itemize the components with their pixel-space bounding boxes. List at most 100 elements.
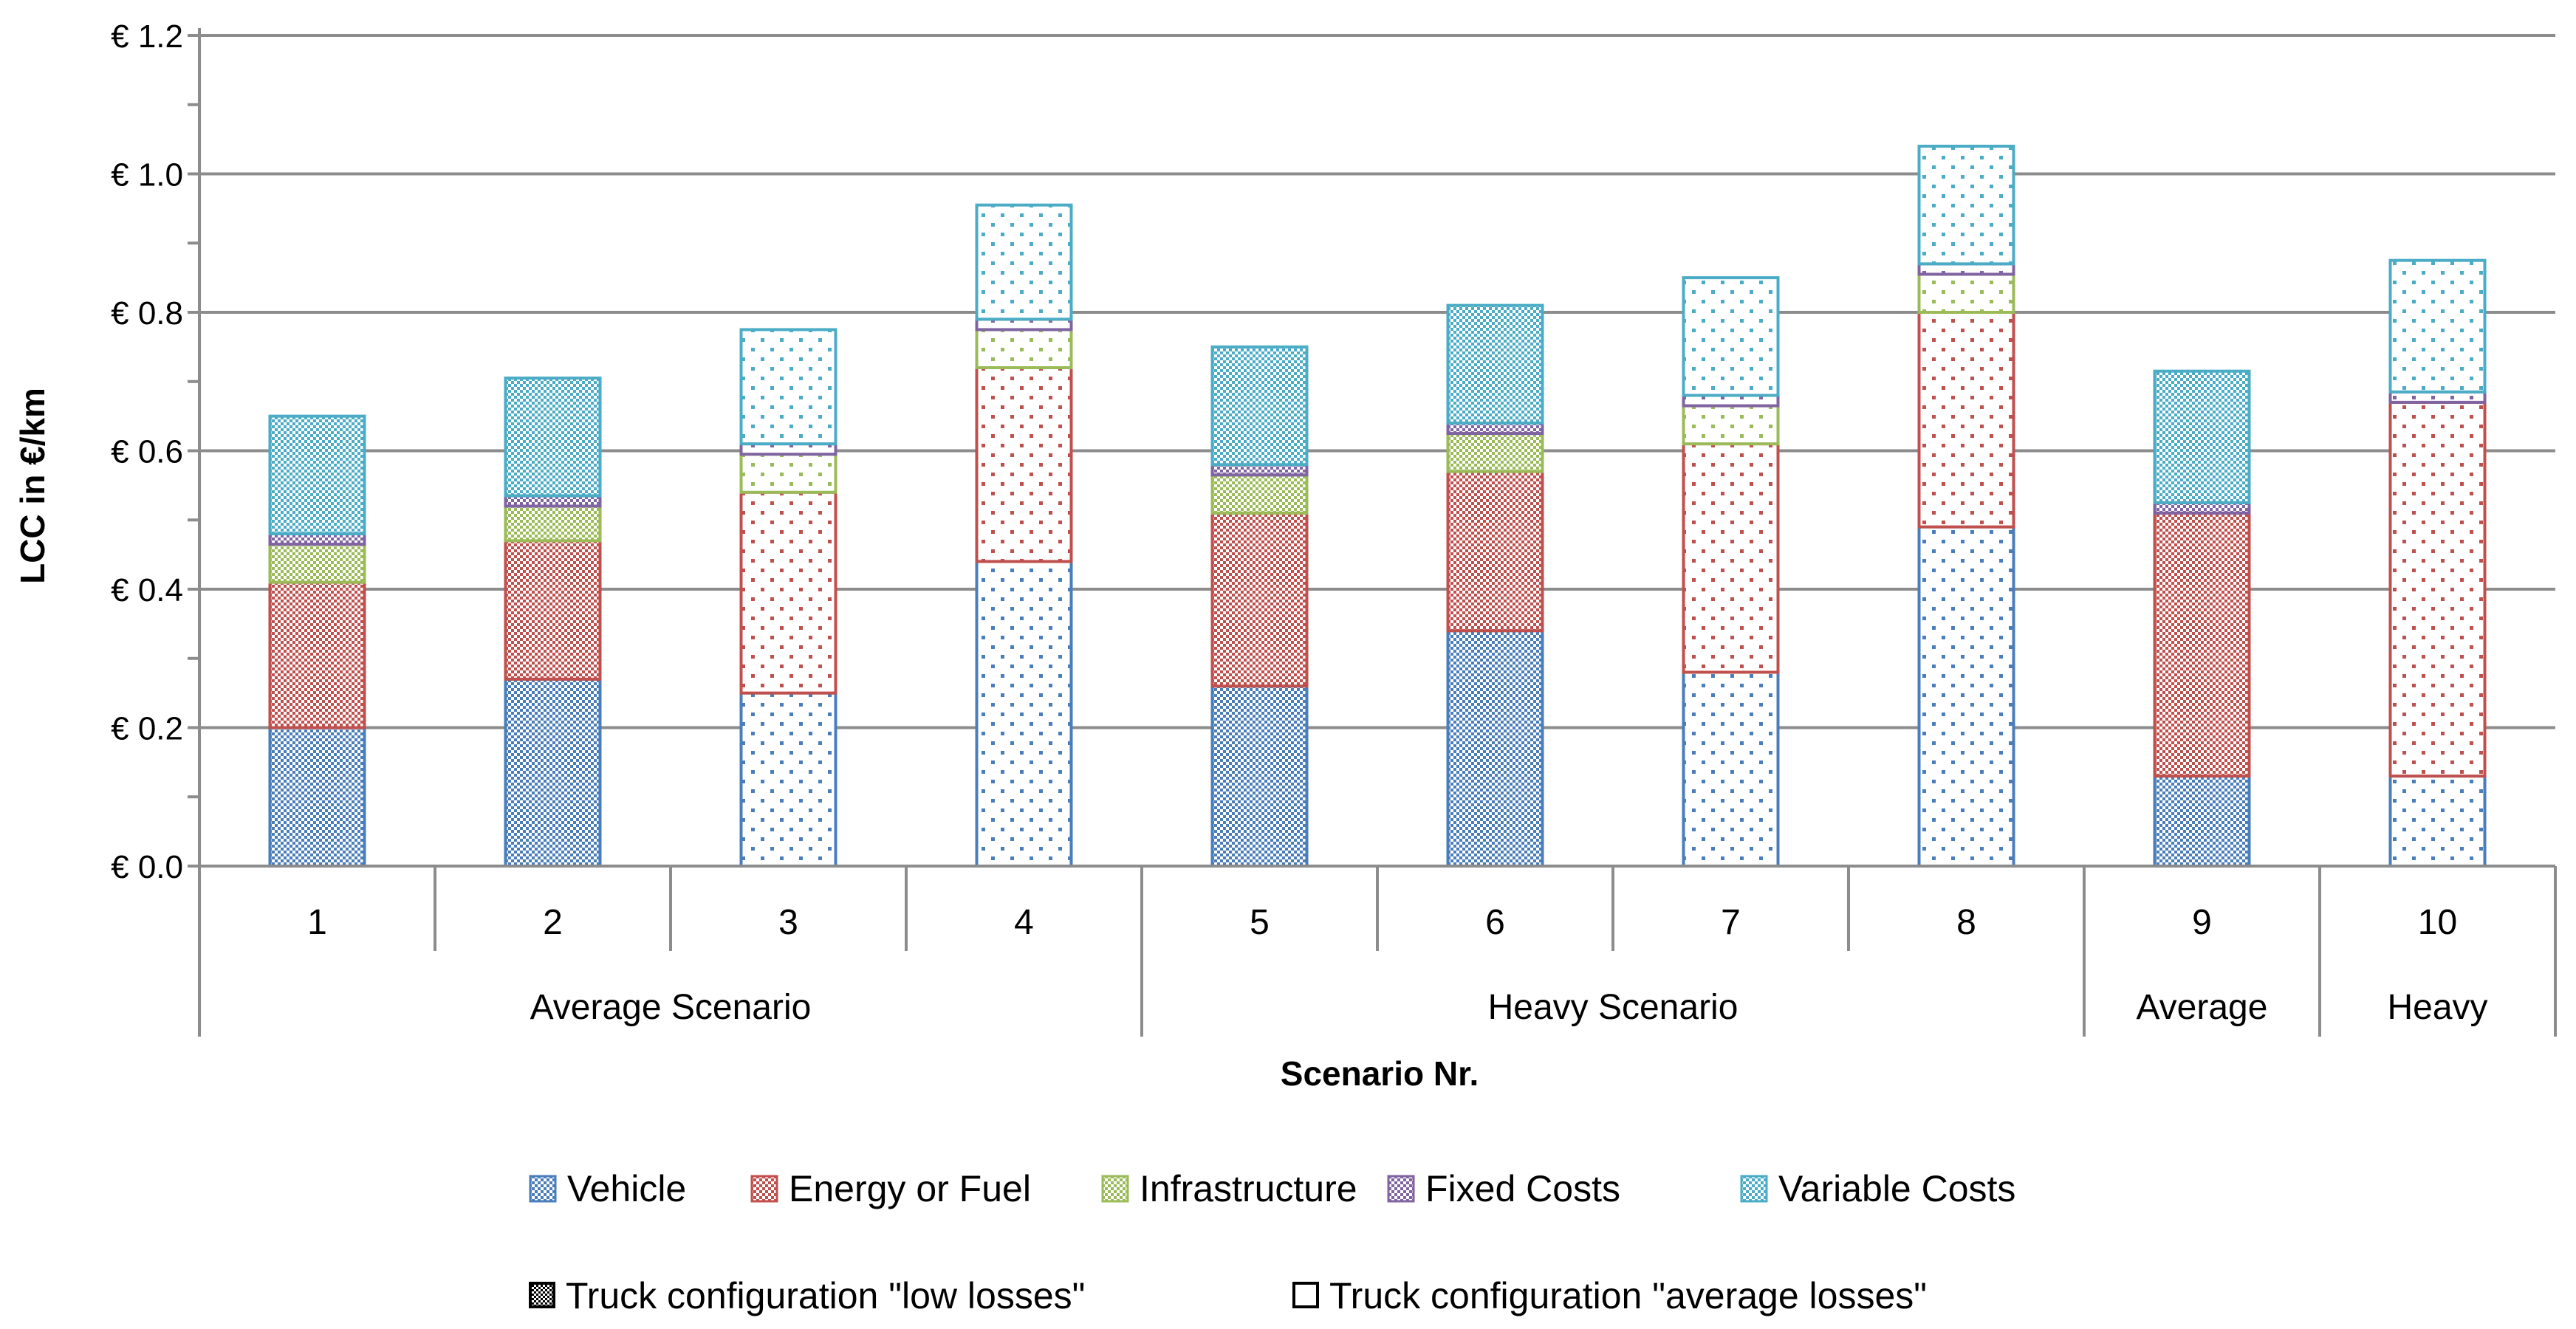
bar-segment-vehicle-8 [1917,525,2015,868]
bar-stack-8 [1917,145,2015,868]
legend-swatch [529,1175,557,1203]
bar-segment-energy-or-fuel-4 [975,366,1073,563]
bar-segment-infrastructure-8 [1917,272,2015,314]
bar-segment-vehicle-5 [1210,684,1309,868]
x-tick-label: 10 [2418,903,2457,942]
bar-segment-energy-or-fuel-10 [2388,400,2487,778]
bar-segment-energy-or-fuel-5 [1210,511,1309,688]
bar-segment-variable-costs-10 [2388,258,2487,394]
legend-swatch [750,1175,778,1203]
y-tick-label: € 0.2 [111,711,183,747]
bar-segment-energy-or-fuel-6 [1446,470,1544,633]
bar-segment-variable-costs-1 [268,414,366,535]
bar-segment-vehicle-1 [268,726,366,868]
bar-segment-energy-or-fuel-7 [1682,442,1780,674]
legend-label: Truck configuration "average losses" [1329,1275,1927,1316]
bar-segment-infrastructure-6 [1446,432,1544,473]
legend-label: Energy or Fuel [789,1168,1031,1209]
x-tick-label: 3 [778,903,798,942]
bar-segment-variable-costs-7 [1682,276,1780,397]
y-tick-label: € 1.2 [111,18,183,55]
bar-segment-vehicle-9 [2153,775,2251,868]
bar-stack-10 [2388,258,2487,868]
x-tick-label: 4 [1014,903,1034,942]
legend-swatch [1292,1282,1319,1308]
x-group-label: Heavy [2387,988,2487,1027]
bar-segment-energy-or-fuel-8 [1917,311,2015,529]
bar-stack-9 [2153,369,2251,868]
bar-segment-fixed-costs-1 [268,532,366,546]
bar-segment-infrastructure-3 [739,453,837,494]
bar-segment-fixed-costs-4 [975,317,1073,332]
legend-label: Truck configuration "low losses" [566,1275,1085,1316]
bar-segment-infrastructure-5 [1210,473,1309,515]
bar-segment-variable-costs-9 [2153,369,2251,504]
bar-segment-infrastructure-7 [1682,404,1780,446]
x-tick-label: 1 [307,903,327,942]
bar-stack-4 [975,203,1073,868]
bar-segment-variable-costs-4 [975,203,1073,321]
bar-segment-fixed-costs-6 [1446,422,1544,436]
y-tick-label: € 0.6 [111,434,183,470]
bar-segment-energy-or-fuel-2 [504,539,602,681]
y-tick-label: € 0.8 [111,295,183,332]
legend-label: Fixed Costs [1425,1168,1620,1209]
y-tick-label: € 0.0 [111,849,183,885]
bar-segment-infrastructure-4 [975,328,1073,369]
bar-stack-3 [739,328,837,868]
bar-segment-variable-costs-3 [739,328,837,446]
x-group-label: Heavy Scenario [1488,988,1739,1027]
bar-segment-vehicle-4 [975,560,1073,868]
bar-segment-variable-costs-6 [1446,303,1544,425]
bar-stack-2 [504,377,602,868]
bar-segment-fixed-costs-10 [2388,390,2487,404]
bar-segment-vehicle-2 [504,677,602,868]
bar-segment-vehicle-7 [1682,670,1780,868]
bar-segment-vehicle-10 [2388,775,2487,868]
bar-segment-fixed-costs-8 [1917,262,2015,276]
bar-segment-infrastructure-1 [268,543,366,584]
bar-segment-variable-costs-8 [1917,145,2015,266]
bar-segment-variable-costs-2 [504,377,602,498]
x-axis: 1 2 3 4 5 6 7 8 9 10 Average Scenario Heavy Scenari… [198,865,2557,1037]
legend: Vehicle Energy or Fuel Infrastructure Fixed… [529,1168,2015,1316]
x-tick-label: 7 [1721,903,1741,942]
legend-swatch [1740,1175,1768,1203]
bar-stack-6 [1446,303,1544,868]
bar-segment-fixed-costs-7 [1682,394,1780,408]
bar-stack-5 [1210,345,1309,868]
legend-label: Variable Costs [1778,1168,2015,1209]
bar-segment-fixed-costs-9 [2153,501,2251,515]
bar-stack-7 [1682,276,1780,868]
bar-segment-energy-or-fuel-1 [268,580,366,729]
x-tick-label: 9 [2192,903,2212,942]
bar-segment-fixed-costs-2 [504,494,602,508]
legend-swatch [1101,1175,1129,1203]
x-group-label: Average [2137,988,2268,1027]
x-tick-label: 8 [1956,903,1976,942]
x-group-label: Average Scenario [530,988,812,1027]
bar-segment-vehicle-6 [1446,629,1544,868]
y-axis-title: LCC in €/km [13,388,52,584]
bar-segment-energy-or-fuel-3 [739,490,837,695]
legend-swatch [1387,1175,1415,1203]
y-tick-label: € 0.4 [111,572,183,608]
legend-label: Infrastructure [1140,1168,1357,1209]
bars [268,145,2487,868]
bar-stack-1 [268,414,366,868]
y-axis: € 0.0 € 0.2 € 0.4 € 0.6 € 0.8 € 1.0 € 1.2 [111,18,201,885]
legend-label: Vehicle [567,1168,686,1209]
x-tick-label: 5 [1250,903,1270,942]
y-tick-label: € 1.0 [111,157,183,193]
bar-segment-infrastructure-2 [504,504,602,543]
x-tick-label: 6 [1485,903,1505,942]
bar-segment-fixed-costs-5 [1210,463,1309,477]
bar-segment-vehicle-3 [739,691,837,868]
legend-swatch [529,1282,555,1308]
bar-segment-energy-or-fuel-9 [2153,511,2251,778]
bar-segment-variable-costs-5 [1210,345,1309,467]
x-tick-label: 2 [543,903,563,942]
bar-segment-fixed-costs-3 [739,442,837,456]
